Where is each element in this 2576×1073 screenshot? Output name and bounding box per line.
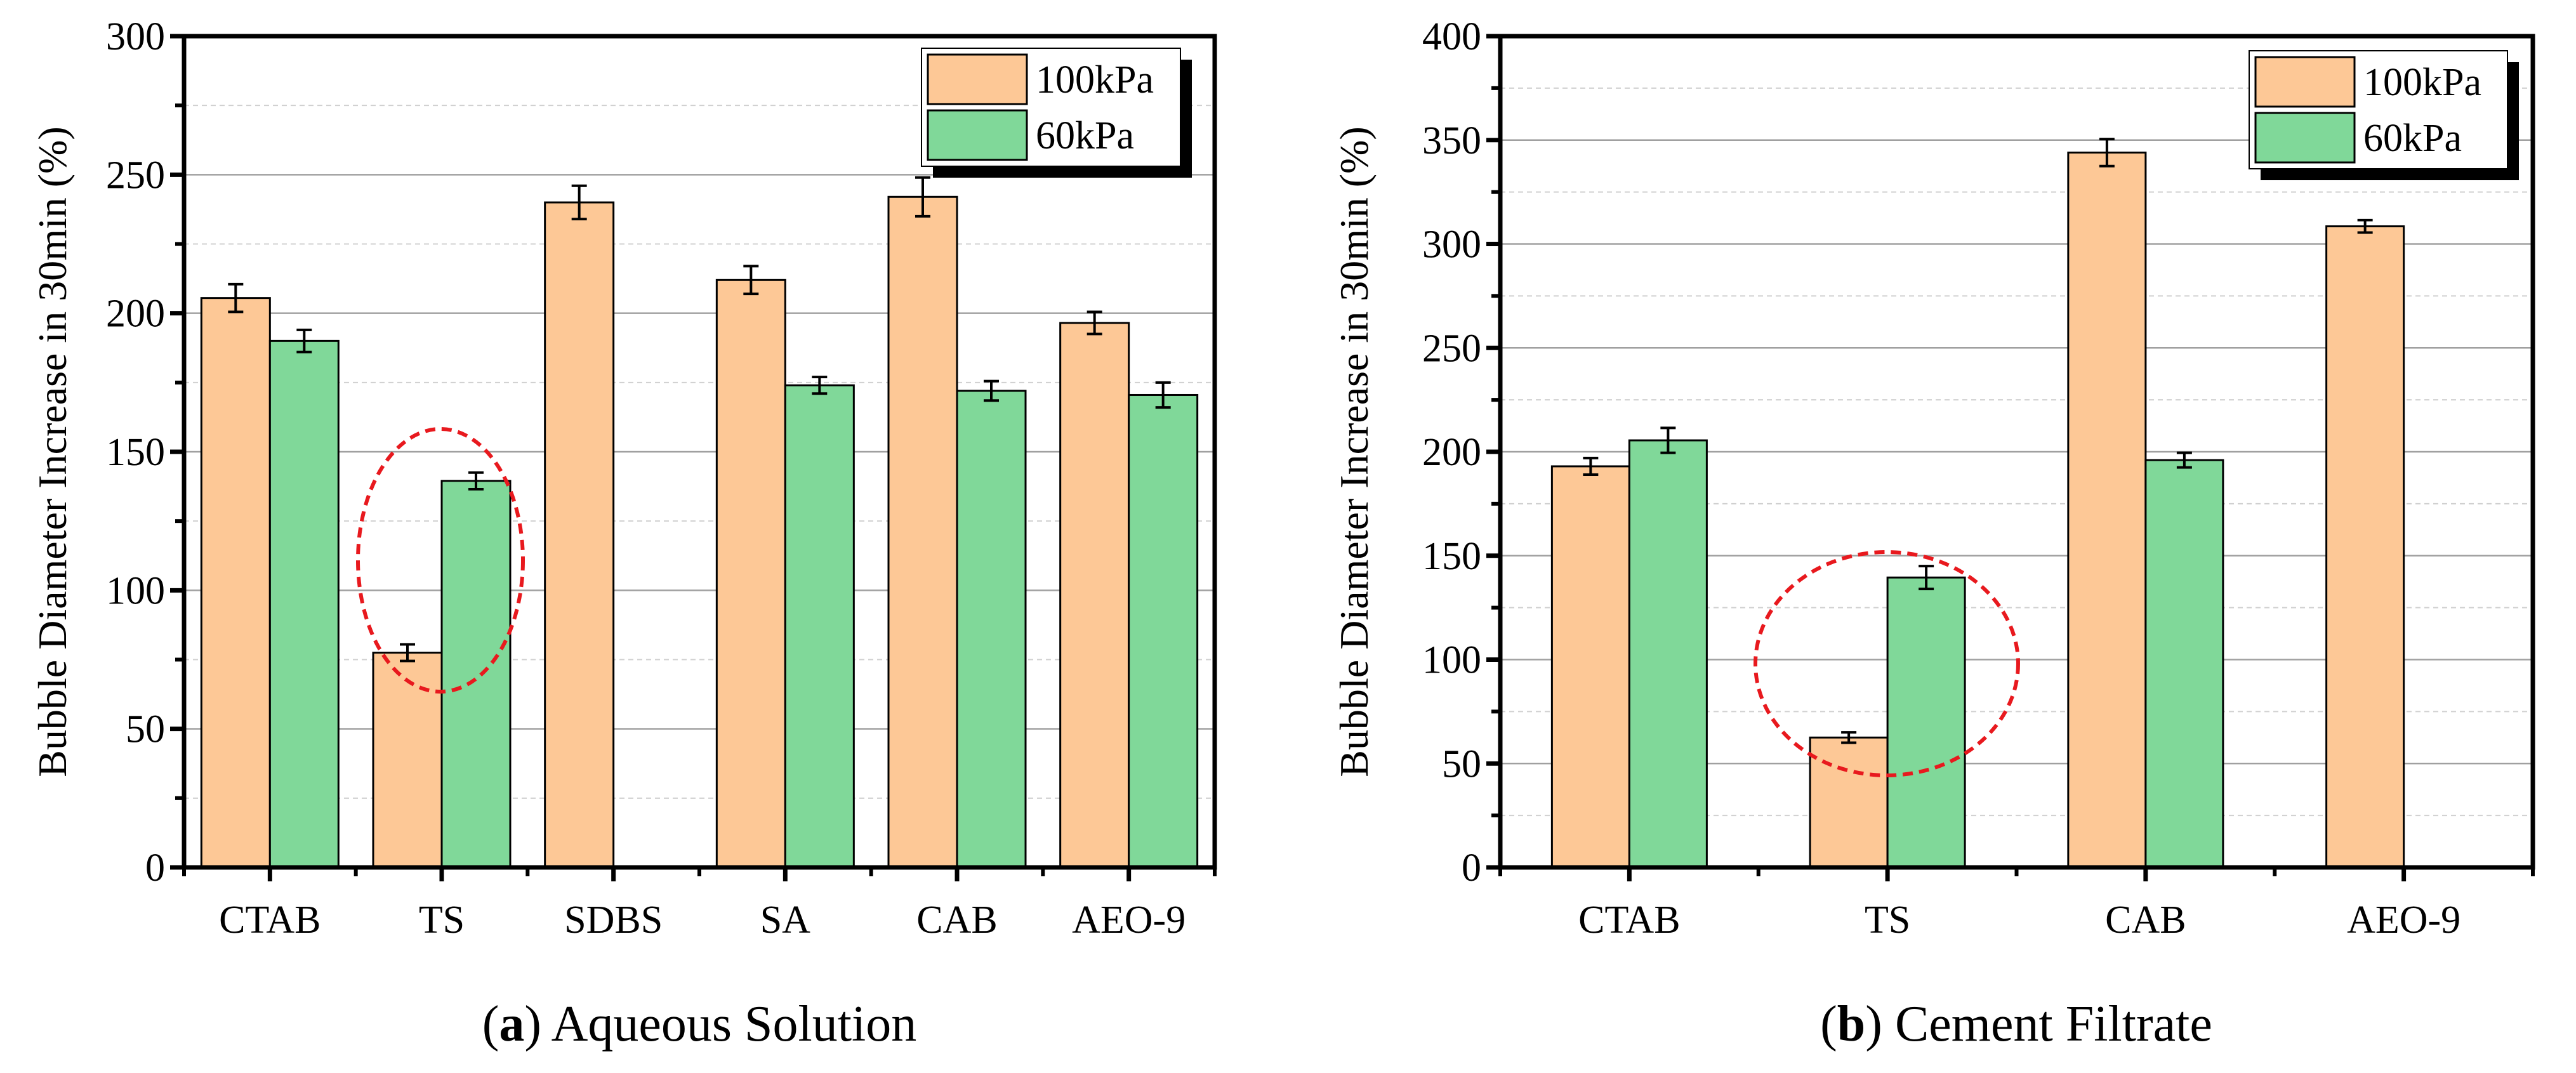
y-tick-label: 200 bbox=[106, 293, 165, 336]
legend-label: 100kPa bbox=[1036, 58, 1154, 102]
legend-swatch-60kPa bbox=[927, 109, 1028, 161]
x-tick-label: SDBS bbox=[564, 899, 663, 942]
legend-swatch-100kPa bbox=[2254, 56, 2356, 108]
bar-60kPa-TS bbox=[440, 480, 512, 869]
y-tick-label: 300 bbox=[1422, 223, 1481, 267]
x-tick-label: TS bbox=[419, 899, 465, 942]
highlight-ellipse bbox=[356, 427, 525, 694]
chart-panel-a: 0 50 100 150 200 250 300 CTAB TS SDBS SA CAB AEO-9 10… bbox=[30, 15, 1217, 1052]
caption-text: Cement Filtrate bbox=[1895, 996, 2212, 1052]
y-tick-label: 250 bbox=[106, 154, 165, 197]
y-tick-label: 100 bbox=[1422, 639, 1481, 682]
y-axis-title: Bubble Diameter Increase in 30min (%) bbox=[30, 126, 75, 777]
bar-60kPa-CTAB bbox=[1628, 439, 1708, 869]
bar-60kPa-CAB bbox=[2144, 459, 2224, 869]
plot-frame bbox=[182, 34, 1217, 870]
caption-paren: ) bbox=[1865, 996, 1895, 1052]
y-tick-label: 50 bbox=[1442, 742, 1481, 786]
bar-100kPa-TS bbox=[372, 652, 443, 869]
panel-caption: (a) Aqueous Solution bbox=[482, 996, 916, 1052]
legend-swatch-100kPa bbox=[927, 53, 1028, 105]
y-tick-label: 400 bbox=[1422, 15, 1481, 58]
bar-60kPa-AEO-9 bbox=[1128, 393, 1199, 869]
legend-label: 60kPa bbox=[1036, 114, 1134, 157]
chart-panel-b: 0 50 100 150 200 250 300 350 400 CTAB TS CAB AEO-9 10… bbox=[1331, 15, 2535, 1052]
plot-frame bbox=[1498, 34, 2535, 870]
bar-100kPa-CAB bbox=[887, 195, 958, 869]
y-tick-label: 300 bbox=[106, 15, 165, 58]
caption-paren: ( bbox=[1820, 996, 1837, 1052]
y-tick-label: 250 bbox=[1422, 327, 1481, 370]
x-tick-label: TS bbox=[1865, 899, 1910, 942]
bar-60kPa-CAB bbox=[956, 390, 1027, 869]
y-axis-title: Bubble Diameter Increase in 30min (%) bbox=[1331, 126, 1377, 777]
highlight-ellipse bbox=[1754, 550, 2020, 777]
x-tick-label: AEO-9 bbox=[2347, 899, 2460, 942]
bar-100kPa-TS bbox=[1809, 736, 1889, 869]
legend-label: 100kPa bbox=[2363, 61, 2481, 104]
caption-panel-label: a bbox=[499, 996, 524, 1052]
legend-swatch-60kPa bbox=[2254, 112, 2356, 164]
bar-60kPa-SA bbox=[784, 384, 855, 869]
x-tick-label: SA bbox=[760, 899, 810, 942]
x-tick-label: CAB bbox=[916, 899, 997, 942]
bar-100kPa-CTAB bbox=[200, 297, 271, 869]
bar-100kPa-AEO-9 bbox=[1059, 322, 1130, 869]
legend: 100kPa 60kPa bbox=[2249, 50, 2508, 169]
y-tick-label: 0 bbox=[1462, 846, 1481, 890]
y-tick-label: 100 bbox=[106, 569, 165, 612]
y-tick-label: 350 bbox=[1422, 119, 1481, 162]
y-tick-label: 150 bbox=[1422, 535, 1481, 578]
y-tick-label: 150 bbox=[106, 431, 165, 474]
x-tick-label: CTAB bbox=[1578, 899, 1680, 942]
caption-text: Aqueous Solution bbox=[552, 996, 917, 1052]
bar-100kPa-CTAB bbox=[1550, 465, 1630, 869]
caption-paren: ) bbox=[524, 996, 551, 1052]
caption-panel-label: b bbox=[1837, 996, 1866, 1052]
bar-100kPa-CAB bbox=[2067, 151, 2147, 869]
x-tick-label: CTAB bbox=[219, 899, 320, 942]
bar-60kPa-CTAB bbox=[268, 339, 340, 869]
y-tick-label: 50 bbox=[126, 708, 165, 751]
bar-100kPa-AEO-9 bbox=[2325, 225, 2405, 869]
panel-caption: (b) Cement Filtrate bbox=[1820, 996, 2212, 1052]
legend-label: 60kPa bbox=[2363, 117, 2462, 160]
caption-paren: ( bbox=[482, 996, 499, 1052]
bar-60kPa-TS bbox=[1886, 576, 1966, 869]
bar-100kPa-SDBS bbox=[544, 201, 615, 869]
x-tick-label: CAB bbox=[2105, 899, 2186, 942]
y-tick-label: 200 bbox=[1422, 431, 1481, 474]
y-tick-label: 0 bbox=[145, 846, 165, 890]
legend: 100kPa 60kPa bbox=[921, 48, 1181, 167]
x-tick-label: AEO-9 bbox=[1072, 899, 1186, 942]
bar-100kPa-SA bbox=[715, 279, 786, 869]
